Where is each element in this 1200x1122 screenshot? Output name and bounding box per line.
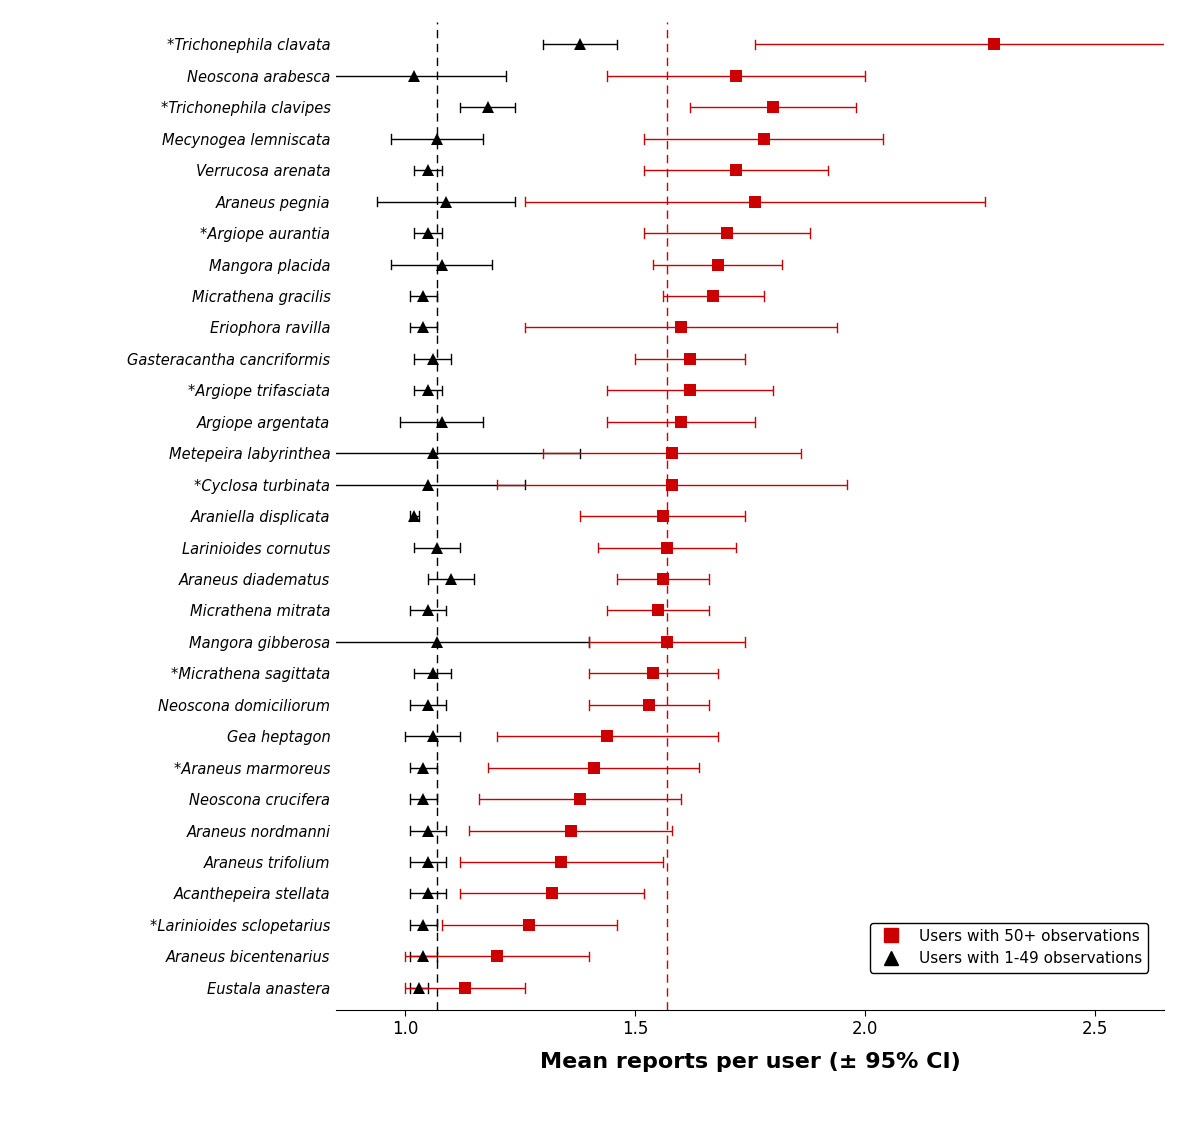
Legend: Users with 50+ observations, Users with 1-49 observations: Users with 50+ observations, Users with … xyxy=(870,922,1148,973)
X-axis label: Mean reports per user (± 95% CI): Mean reports per user (± 95% CI) xyxy=(540,1052,960,1073)
